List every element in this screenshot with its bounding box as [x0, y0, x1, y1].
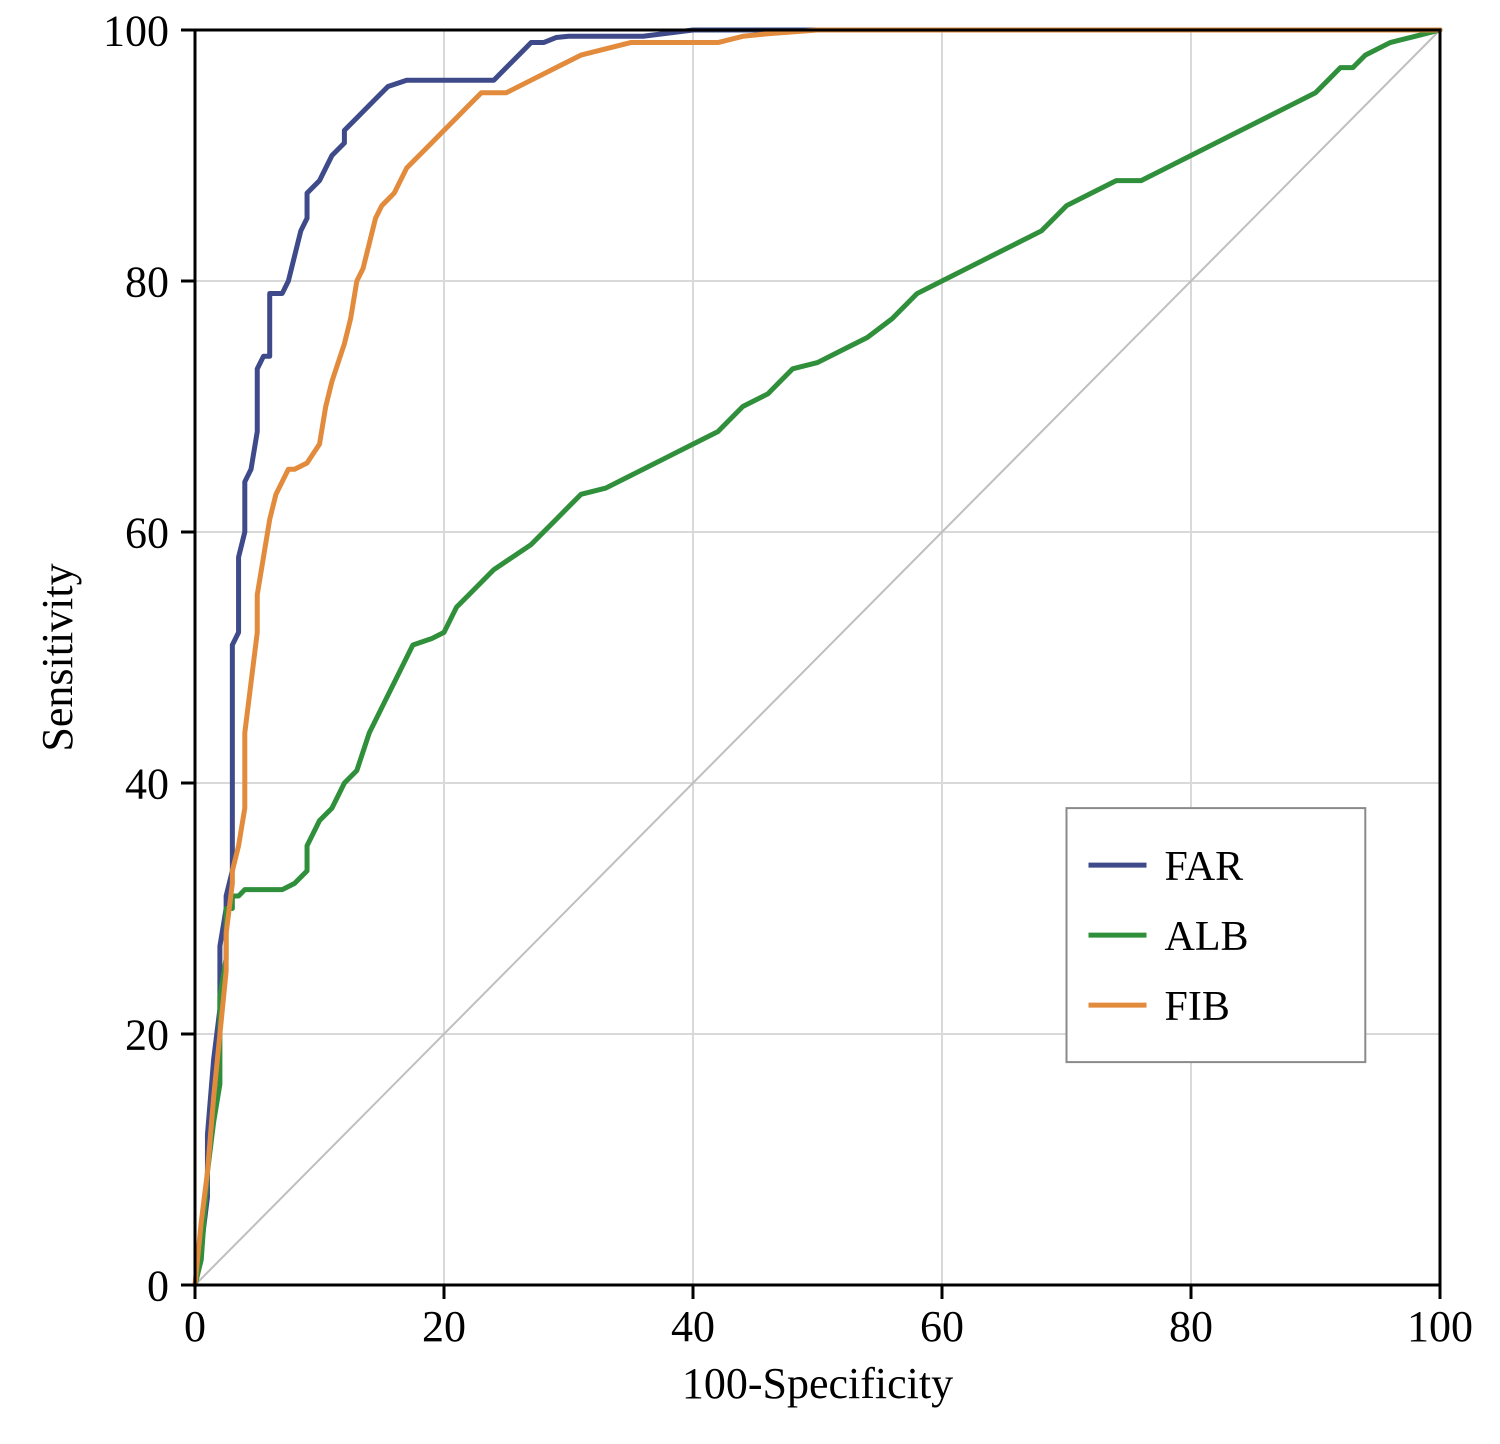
xtick-label: 100 — [1407, 1302, 1473, 1351]
xtick-label: 80 — [1169, 1302, 1213, 1351]
xtick-label: 60 — [920, 1302, 964, 1351]
roc-chart: 0 20 40 60 80 100 0 20 40 60 80 100 100-Specificity S… — [0, 0, 1500, 1444]
legend-label: FAR — [1165, 844, 1244, 890]
xtick-label: 40 — [671, 1302, 715, 1351]
ytick-label: 40 — [125, 759, 169, 808]
legend-label: ALB — [1165, 914, 1249, 960]
xtick-label: 20 — [422, 1302, 466, 1351]
x-axis-title: 100-Specificity — [682, 1359, 953, 1408]
legend: FAR ALB FIB — [1067, 808, 1366, 1062]
ytick-label: 80 — [125, 257, 169, 306]
ytick-label: 60 — [125, 508, 169, 557]
ytick-label: 0 — [147, 1261, 169, 1310]
legend-label: FIB — [1165, 984, 1230, 1030]
reference-diagonal — [195, 30, 1440, 1285]
roc-svg: 0 20 40 60 80 100 0 20 40 60 80 100 100-Specificity S… — [0, 0, 1500, 1444]
xtick-label: 0 — [184, 1302, 206, 1351]
y-axis-title: Sensitivity — [33, 563, 82, 751]
ytick-label: 100 — [103, 6, 169, 55]
ytick-label: 20 — [125, 1010, 169, 1059]
